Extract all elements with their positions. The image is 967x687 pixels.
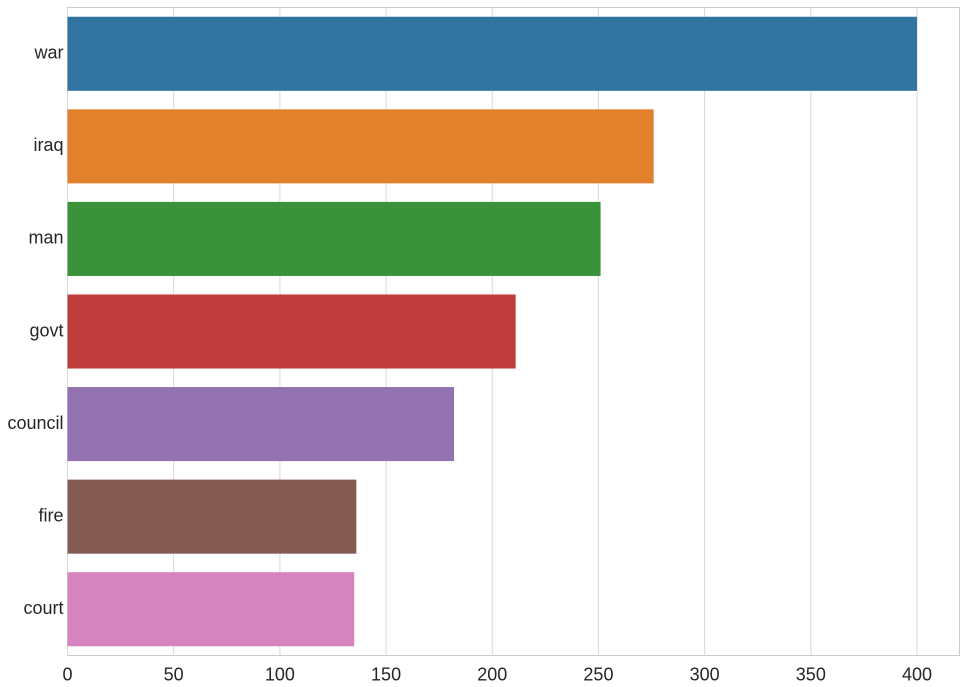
x-tick-label: 350	[796, 664, 826, 684]
bar	[67, 294, 516, 369]
bar	[67, 109, 654, 184]
bar	[67, 201, 601, 276]
y-tick-label: man	[28, 228, 63, 248]
y-tick-label: govt	[29, 320, 63, 340]
x-tick-label: 400	[902, 664, 932, 684]
x-tick-label: 250	[583, 664, 613, 684]
y-tick-label: war	[33, 43, 63, 63]
bar	[67, 16, 918, 91]
y-tick-label: fire	[38, 505, 63, 525]
y-tick-label: court	[23, 598, 63, 618]
x-tick-label: 300	[690, 664, 720, 684]
x-tick-label: 200	[477, 664, 507, 684]
bar	[67, 572, 355, 647]
x-tick-label: 150	[371, 664, 401, 684]
x-tick-label: 50	[164, 664, 184, 684]
y-tick-label: iraq	[33, 135, 63, 155]
x-tick-label: 100	[265, 664, 295, 684]
bar	[67, 479, 357, 554]
bar	[67, 387, 455, 462]
y-tick-label: council	[7, 413, 63, 433]
x-tick-label: 0	[62, 664, 72, 684]
